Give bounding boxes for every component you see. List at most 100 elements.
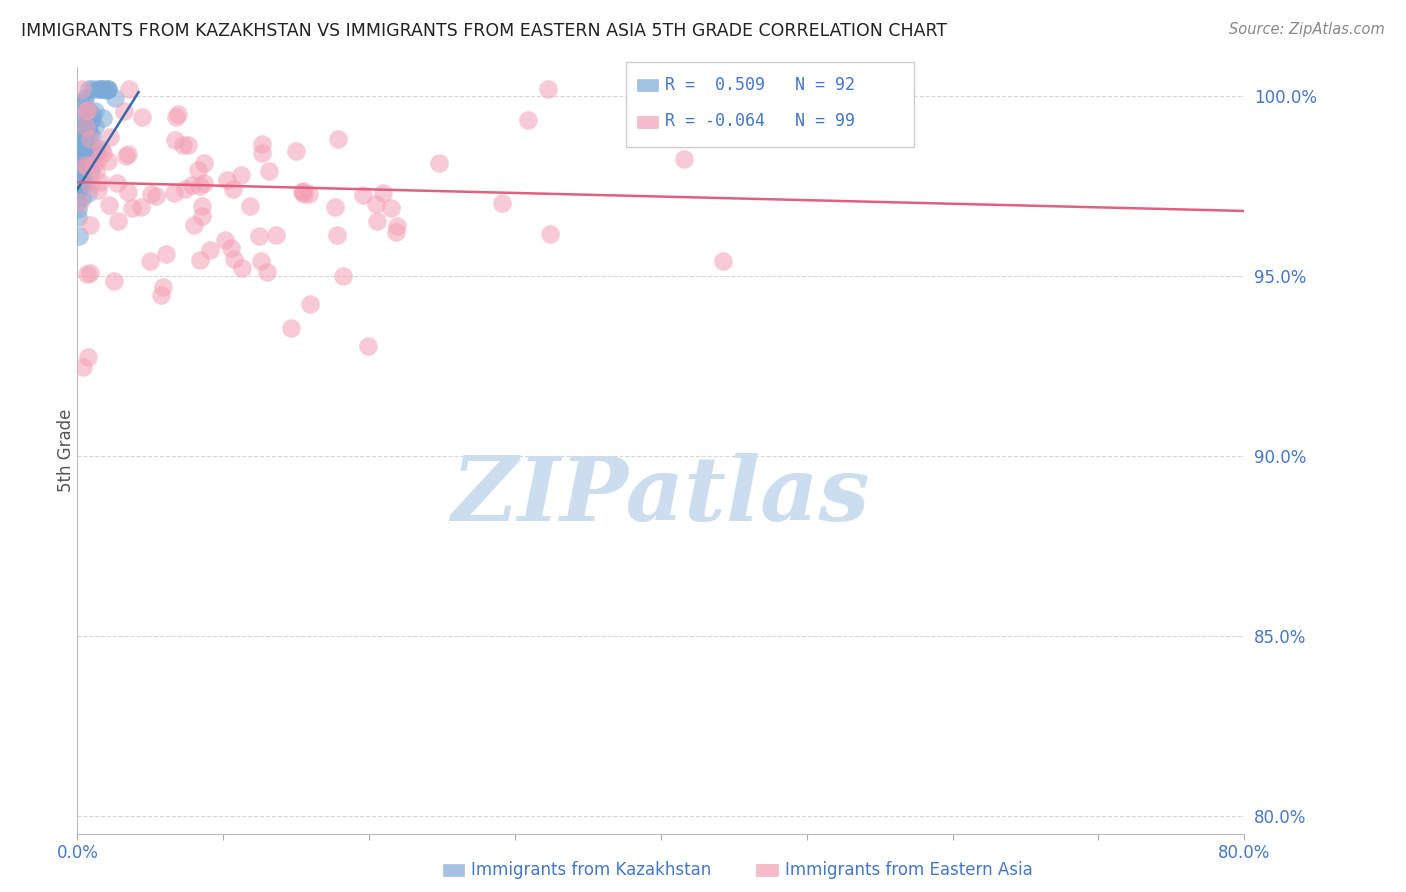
Point — [231, 260, 253, 275]
Point — [80, 107, 103, 121]
Point — [366, 214, 388, 228]
Point — [323, 200, 346, 214]
Point — [191, 209, 214, 223]
Point — [76, 267, 98, 281]
Point — [292, 186, 315, 201]
Point — [328, 132, 350, 146]
Point — [84, 164, 107, 178]
Point — [87, 81, 110, 95]
Point — [264, 227, 287, 242]
Point — [67, 167, 90, 181]
Point — [193, 176, 215, 190]
Point — [69, 162, 91, 177]
Point — [69, 140, 91, 154]
Point — [75, 91, 97, 105]
Point — [79, 148, 101, 162]
Point — [352, 187, 374, 202]
Point — [181, 178, 204, 193]
Text: Immigrants from Eastern Asia: Immigrants from Eastern Asia — [785, 861, 1032, 879]
Point — [76, 123, 98, 137]
Point — [673, 153, 696, 167]
Point — [80, 128, 103, 143]
Point — [491, 195, 513, 210]
Point — [69, 176, 91, 190]
Point — [69, 135, 91, 149]
Point — [67, 149, 90, 163]
Point — [75, 120, 97, 134]
Point — [79, 178, 101, 193]
Point — [77, 128, 100, 142]
Point — [75, 124, 97, 138]
Point — [73, 174, 96, 188]
Point — [117, 147, 139, 161]
Point — [82, 81, 104, 95]
Point — [67, 150, 90, 164]
Point — [83, 156, 105, 170]
Point — [105, 176, 128, 190]
Point — [190, 199, 212, 213]
Point — [73, 95, 96, 109]
Point — [72, 133, 94, 147]
Point — [238, 199, 260, 213]
Text: R = -0.064   N = 99: R = -0.064 N = 99 — [665, 112, 855, 130]
Point — [249, 253, 271, 268]
Point — [97, 153, 120, 168]
Point — [98, 130, 121, 145]
Point — [84, 119, 107, 133]
Point — [176, 137, 198, 152]
Point — [73, 106, 96, 120]
Point — [427, 156, 450, 170]
Point — [131, 111, 153, 125]
Point — [86, 140, 108, 154]
Point — [299, 297, 322, 311]
Point — [90, 142, 112, 156]
Point — [538, 227, 561, 241]
Point — [72, 154, 94, 169]
Point — [222, 182, 245, 196]
Point — [69, 156, 91, 170]
Point — [72, 146, 94, 161]
Point — [79, 218, 101, 232]
Point — [172, 138, 194, 153]
Point — [69, 194, 91, 209]
Point — [67, 162, 90, 177]
Point — [83, 103, 105, 118]
Point — [67, 126, 90, 140]
Point — [80, 163, 103, 178]
Point — [380, 201, 402, 215]
Point — [79, 266, 101, 280]
Point — [107, 213, 129, 227]
Point — [145, 189, 167, 203]
Point — [70, 133, 93, 147]
Point — [76, 103, 98, 118]
Point — [93, 81, 115, 95]
Point — [69, 169, 91, 183]
Point — [256, 265, 278, 279]
Point — [91, 146, 114, 161]
Point — [89, 175, 111, 189]
Point — [72, 160, 94, 174]
Point — [76, 161, 98, 175]
Point — [67, 146, 90, 161]
Point — [72, 359, 94, 374]
Point — [259, 163, 281, 178]
Point — [190, 179, 212, 194]
Point — [215, 173, 238, 187]
Point — [291, 184, 314, 198]
Point — [385, 225, 408, 239]
Y-axis label: 5th Grade: 5th Grade — [58, 409, 75, 492]
Point — [711, 253, 734, 268]
Point — [73, 130, 96, 145]
Point — [67, 153, 90, 167]
Point — [77, 81, 100, 95]
Point — [129, 200, 152, 214]
Point — [67, 144, 90, 158]
Point — [75, 136, 97, 151]
Point — [69, 150, 91, 164]
Point — [163, 133, 186, 147]
Point — [138, 254, 160, 268]
Text: R =  0.509   N = 92: R = 0.509 N = 92 — [665, 76, 855, 94]
Point — [67, 167, 90, 181]
Point — [167, 107, 190, 121]
Point — [155, 247, 177, 261]
